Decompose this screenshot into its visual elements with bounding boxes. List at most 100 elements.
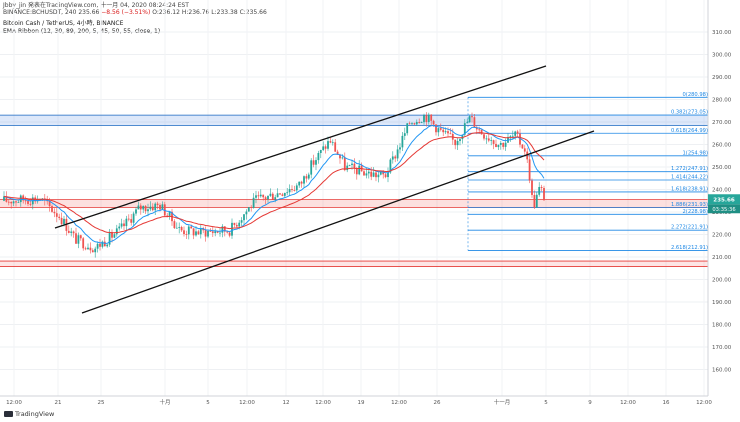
- candle-body: [415, 122, 418, 125]
- candle-body: [79, 235, 82, 239]
- candle-body: [211, 231, 214, 234]
- red-zone-lower: [0, 261, 708, 267]
- candle-body: [300, 181, 303, 184]
- candle-body: [327, 141, 329, 149]
- candle-body: [473, 117, 476, 128]
- candle-body: [187, 226, 190, 235]
- candle-body: [255, 195, 257, 198]
- candle-body: [370, 171, 373, 177]
- candle-body: [75, 233, 77, 244]
- candle-body: [130, 219, 133, 223]
- time-tick-label: 19: [358, 400, 365, 406]
- candle-body: [406, 123, 409, 134]
- candle-body: [291, 189, 293, 191]
- candle-body: [499, 142, 502, 145]
- candle-body: [15, 201, 17, 203]
- current-price-tag: [708, 194, 740, 205]
- candle-body: [185, 234, 188, 235]
- candle-body: [444, 131, 447, 133]
- candle-body: [425, 115, 428, 123]
- published-date: 十一月 04, 2020 08:24:24 EST: [100, 2, 189, 9]
- candle-body: [264, 197, 267, 200]
- candle-body: [502, 142, 505, 147]
- time-tick-label: 5: [544, 400, 548, 406]
- tradingview-logo-text: TradingView: [15, 410, 55, 418]
- tradingview-logo: TradingView: [4, 410, 54, 418]
- candle-body: [70, 231, 73, 233]
- candle-body: [526, 151, 529, 160]
- candle-body: [497, 144, 500, 148]
- candle-body: [154, 203, 157, 211]
- price-change: −8.56 (−3.51%): [101, 9, 151, 16]
- candle-body: [490, 140, 493, 142]
- candle-body: [276, 193, 279, 198]
- ohlc-low: L:233.38: [211, 9, 238, 16]
- candle-body: [298, 181, 301, 186]
- candle-body: [262, 194, 265, 198]
- candle-body: [343, 157, 346, 171]
- candle-body: [456, 141, 459, 146]
- candle-body: [139, 205, 142, 210]
- candle-body: [147, 209, 149, 212]
- candle-body: [334, 142, 337, 152]
- candle-body: [123, 223, 125, 227]
- candle-body: [411, 123, 413, 125]
- price-tick-label: 290.00: [712, 75, 732, 81]
- candle-body: [307, 174, 310, 179]
- candle-body: [111, 232, 113, 238]
- fib-level-label: 0.618(264.99): [671, 128, 708, 134]
- candle-body: [528, 159, 531, 181]
- candle-body: [94, 248, 97, 253]
- candle-body: [223, 226, 226, 232]
- candle-body: [161, 204, 164, 210]
- candle-body: [209, 230, 212, 232]
- price-tick-label: 270.00: [712, 120, 732, 126]
- candle-body: [533, 194, 536, 208]
- candle-body: [341, 157, 344, 159]
- candle-body: [538, 186, 541, 195]
- candle-body: [375, 172, 377, 178]
- price-tick-label: 200.00: [712, 278, 732, 284]
- fib-level-label: 1.886(231.93): [671, 202, 708, 208]
- candle-body: [24, 200, 27, 202]
- candle-body: [58, 216, 61, 218]
- candle-body: [471, 116, 473, 118]
- candle-body: [401, 135, 404, 148]
- author-name[interactable]: Jbby_jin: [3, 2, 27, 9]
- candle-body: [240, 220, 243, 223]
- candle-body: [437, 128, 440, 133]
- candle-body: [413, 123, 416, 125]
- candle-body: [48, 200, 51, 207]
- candle-body: [485, 138, 488, 140]
- candle-body: [363, 171, 365, 176]
- candle-body: [468, 116, 471, 123]
- candle-body: [72, 231, 75, 234]
- published-prefix: 発表在TradingView.com,: [28, 2, 101, 9]
- candle-body: [82, 238, 85, 249]
- candle-body: [67, 230, 70, 233]
- candle-body: [226, 231, 229, 233]
- time-tick-label: 12:00: [620, 400, 636, 406]
- candle-body: [331, 142, 334, 144]
- candle-body: [487, 138, 490, 141]
- candle-body: [504, 142, 507, 147]
- candle-body: [322, 146, 325, 150]
- candle-body: [543, 188, 545, 201]
- candle-body: [463, 123, 466, 135]
- candle-body: [295, 185, 298, 191]
- price-tick-label: 260.00: [712, 143, 732, 149]
- candle-body: [353, 163, 356, 169]
- candle-body: [269, 193, 272, 196]
- candle-body: [439, 128, 442, 130]
- candle-body: [495, 143, 497, 148]
- candle-body: [418, 122, 421, 123]
- candle-body: [3, 196, 5, 201]
- fib-level-label: 0(280.98): [683, 92, 709, 98]
- candle-body: [27, 201, 29, 204]
- candle-body: [355, 168, 358, 175]
- candle-body: [435, 124, 437, 133]
- candle-body: [180, 227, 183, 231]
- candle-body: [391, 156, 394, 160]
- candle-body: [252, 197, 255, 208]
